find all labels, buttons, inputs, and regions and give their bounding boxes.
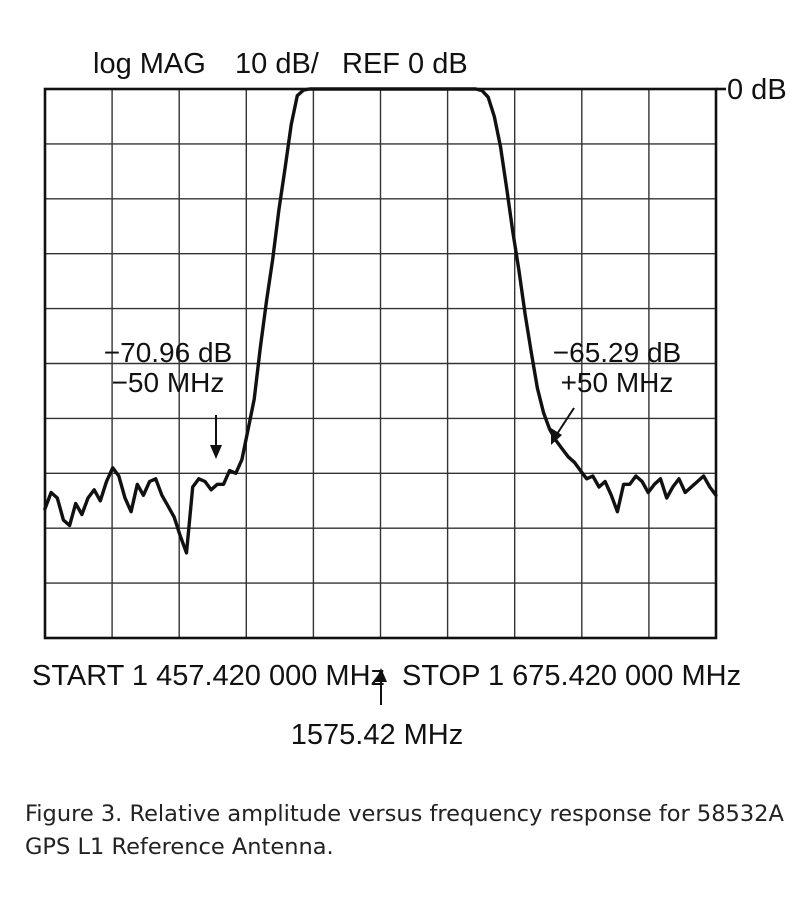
per-division-label: 10 dB/ <box>235 48 320 80</box>
start-frequency-label: START 1 457.420 000 MHz <box>32 660 385 692</box>
ref-line-label: 0 dB <box>727 74 787 106</box>
annotation-left-offset: −50 MHz <box>112 367 225 398</box>
annotation-right-offset: +50 MHz <box>561 367 674 398</box>
annotation-left-value: −70.96 dB <box>104 337 232 368</box>
annotation-right: −65.29 dB +50 MHz <box>551 337 681 445</box>
annotation-right-value: −65.29 dB <box>553 337 681 368</box>
scale-label: log MAG <box>93 48 206 80</box>
figure-caption: Figure 3. Relative amplitude versus freq… <box>25 798 785 864</box>
center-frequency-label: 1575.42 MHz <box>291 719 464 751</box>
annotation-left-arrow-head <box>210 445 222 459</box>
stop-frequency-label: STOP 1 675.420 000 MHz <box>402 660 741 692</box>
annotation-left: −70.96 dB −50 MHz <box>104 337 232 459</box>
reference-level-label: REF 0 dB <box>342 48 468 80</box>
annotation-right-arrow-shaft <box>557 408 574 434</box>
